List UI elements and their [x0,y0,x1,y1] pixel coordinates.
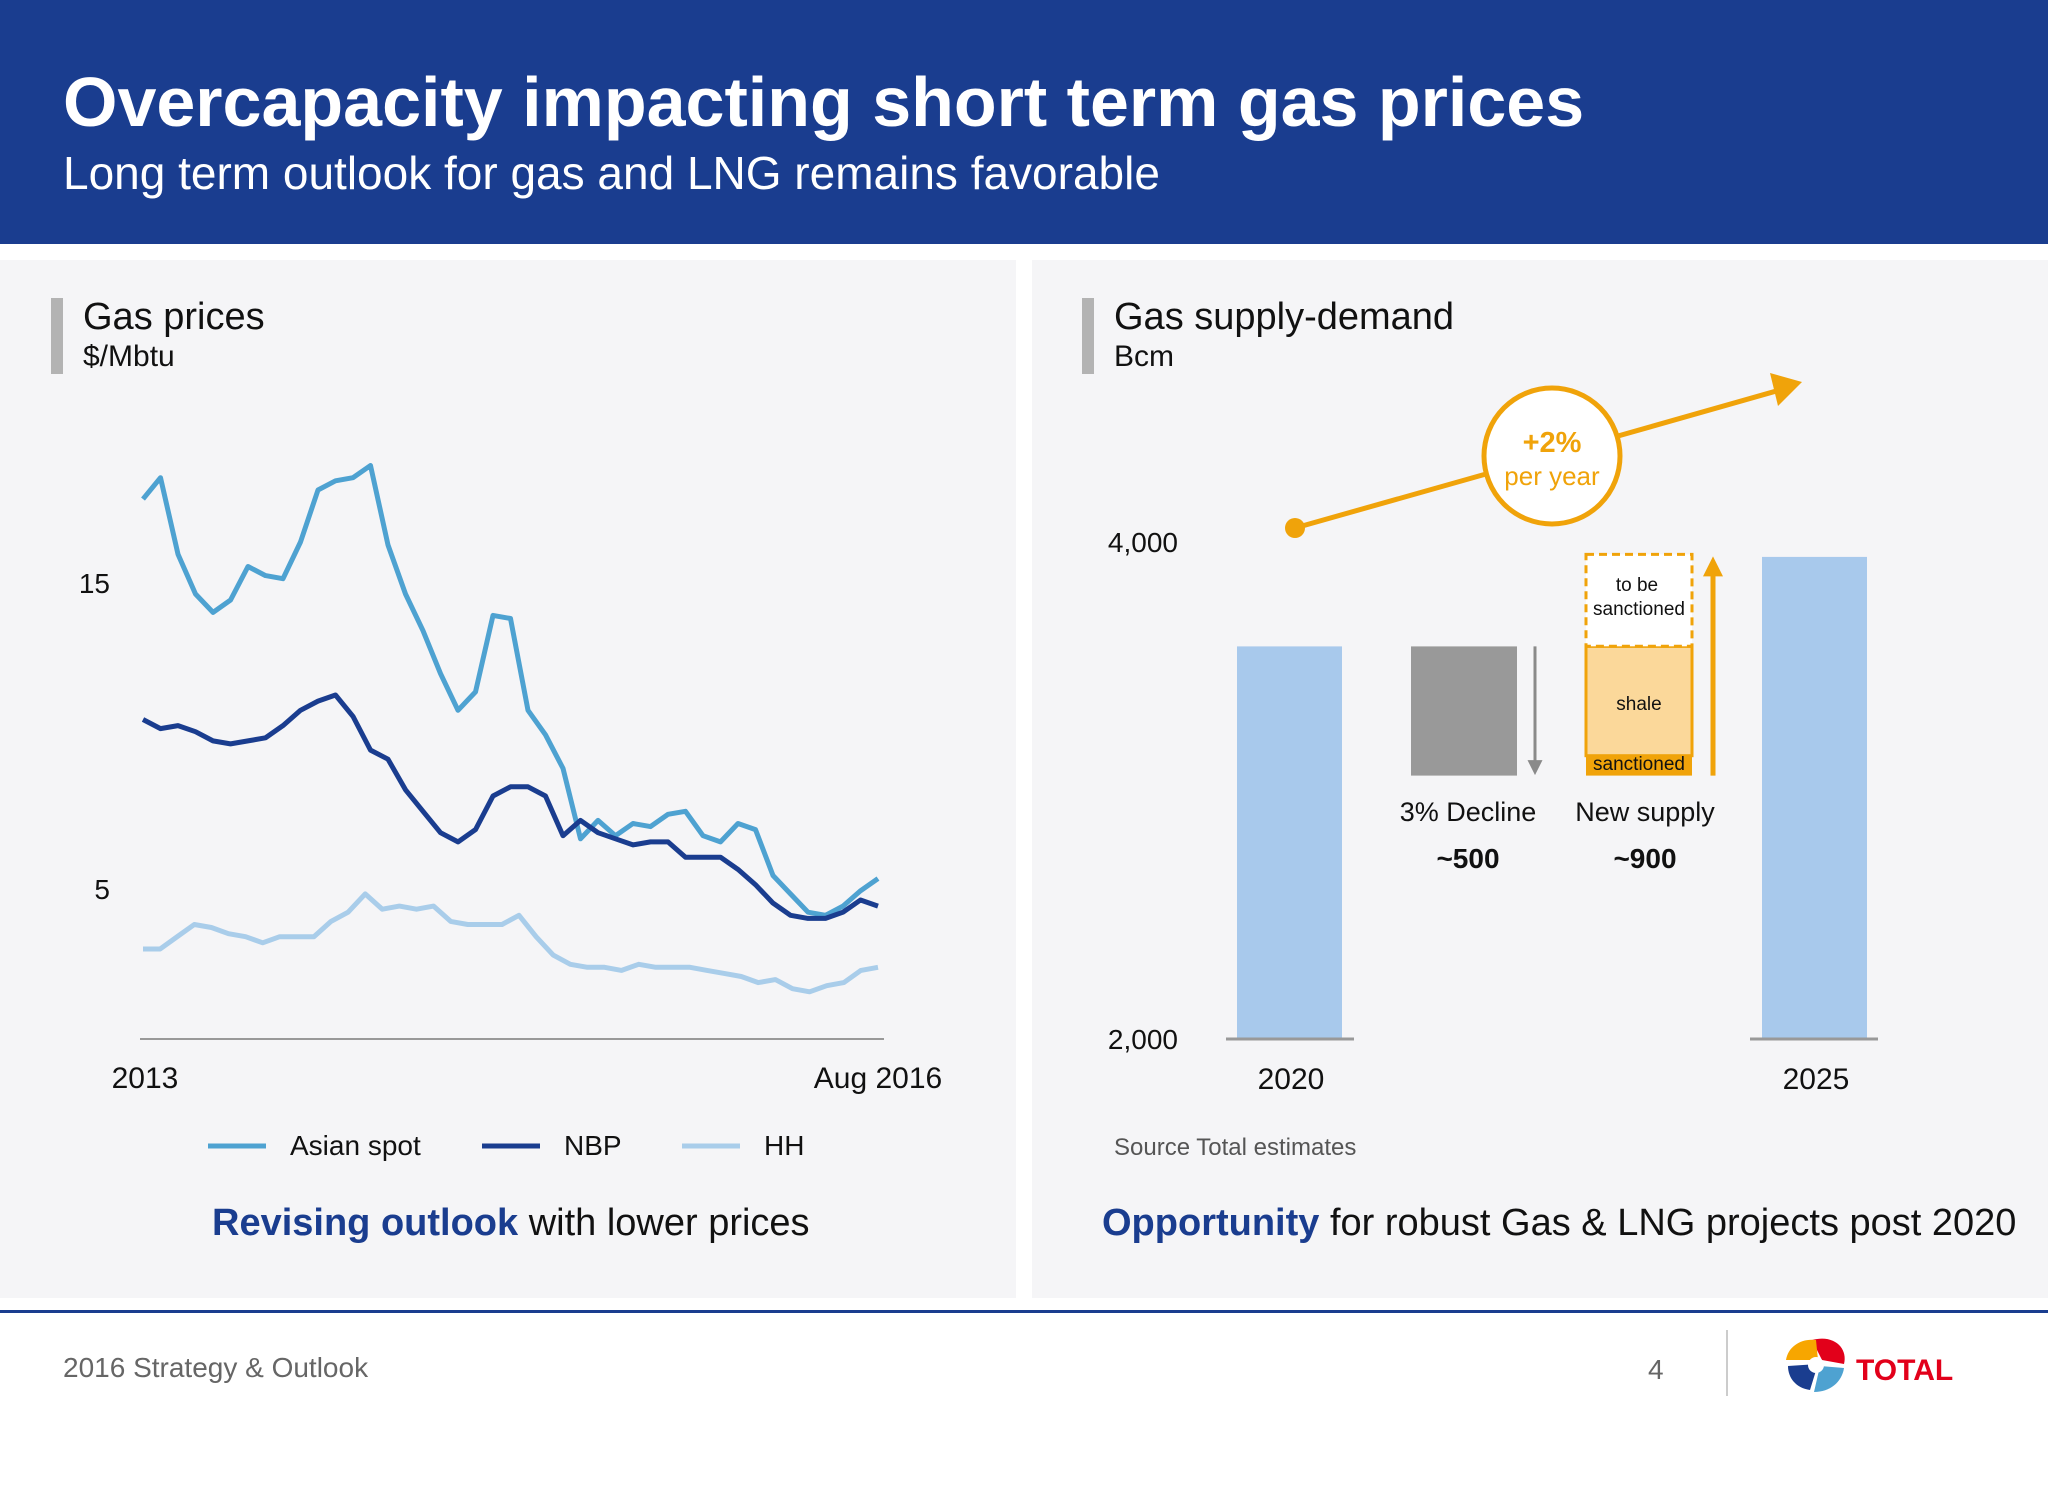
bar-2025 [1762,556,1867,1039]
logo-swirl-orange [1786,1339,1818,1360]
logo-center [1808,1357,1824,1373]
category-label-2020: 2020 [1258,1063,1325,1096]
total-logo: TOTAL [1786,1338,1953,1392]
trend-line [1294,471,1487,531]
decline-bar [1411,646,1517,776]
supply-demand-chart: 4,000 2,000 sanctioned shale to be sanct… [1108,373,1878,1096]
tagline-text: for robust Gas & LNG projects post 2020 [1319,1202,2017,1244]
gas-supply-demand-panel: Gas supply-demand Bcm 4,000 2,000 sancti… [1032,260,2048,1298]
logo-swirl-lightblue [1814,1366,1844,1392]
trend-arrowhead [1770,373,1802,406]
nbp-line [141,692,879,921]
panel-accent-bar [51,298,63,374]
source-note: Source Total estimates [1114,1134,1357,1161]
gas-prices-chart: 15 5 2013 Aug 2016 [79,463,942,1095]
hh-line [143,891,879,995]
logo-swirl-red [1812,1338,1845,1364]
gas-prices-panel: Gas prices $/Mbtu 15 5 2013 Aug 2016 Asi… [0,260,1016,1298]
gas-prices-tagline: Revising outlook with lower prices [212,1202,810,1245]
logo-text: TOTAL [1856,1354,1953,1387]
asian-spot-line [141,463,880,918]
x-tick-label: Aug 2016 [814,1062,942,1095]
gas-prices-unit: $/Mbtu [83,340,175,373]
tagline-highlight: Revising outlook [212,1202,519,1244]
y-tick-label: 15 [79,568,110,599]
header-banner: Overcapacity impacting short term gas pr… [0,0,2048,244]
legend-lines [208,1143,740,1149]
y-tick-label: 2,000 [1108,1024,1178,1055]
page-subtitle: Long term outlook for gas and LNG remain… [63,147,1160,199]
to-be-sanctioned-label: to be [1616,575,1658,596]
bar-2020 [1237,646,1342,1039]
supply-demand-unit: Bcm [1114,340,1174,373]
shale-segment [1584,644,1694,758]
growth-percent: +2% [1523,427,1582,459]
y-tick-label: 4,000 [1108,527,1178,558]
gas-prices-title: Gas prices [83,296,265,338]
growth-badge [1481,385,1623,527]
to-be-sanctioned-segment [1584,552,1694,648]
page-title: Overcapacity impacting short term gas pr… [63,63,1585,141]
footer-divider [0,1310,2048,1313]
sanctioned-label: sanctioned [1593,754,1685,775]
decline-label: 3% Decline [1400,797,1537,827]
footer-text: 2016 Strategy & Outlook [63,1352,369,1383]
supply-demand-title: Gas supply-demand [1114,296,1455,338]
y-tick-label: 5 [94,874,110,905]
legend-nbp: NBP [564,1130,622,1161]
trend-start-dot [1285,518,1305,538]
tagline-text: with lower prices [518,1202,810,1244]
category-label-2025: 2025 [1783,1063,1850,1096]
tagline-highlight: Opportunity [1102,1202,1320,1244]
legend-asian-spot: Asian spot [290,1130,421,1161]
panel-accent-bar [1082,298,1094,374]
growth-per-year: per year [1504,461,1600,491]
x-tick-label: 2013 [112,1062,179,1095]
supply-demand-tagline: Opportunity for robust Gas & LNG project… [1102,1202,2016,1245]
trend-line [1617,387,1781,439]
to-be-sanctioned-label: sanctioned [1593,599,1685,620]
legend-hh: HH [764,1130,805,1161]
page-number: 4 [1648,1354,1664,1385]
sanctioned-segment [1586,755,1692,776]
footer-separator [1726,1330,1728,1396]
shale-label: shale [1616,694,1661,715]
decline-value: ~500 [1436,843,1499,874]
new-supply-value: ~900 [1613,843,1676,874]
new-supply-label: New supply [1575,797,1715,827]
